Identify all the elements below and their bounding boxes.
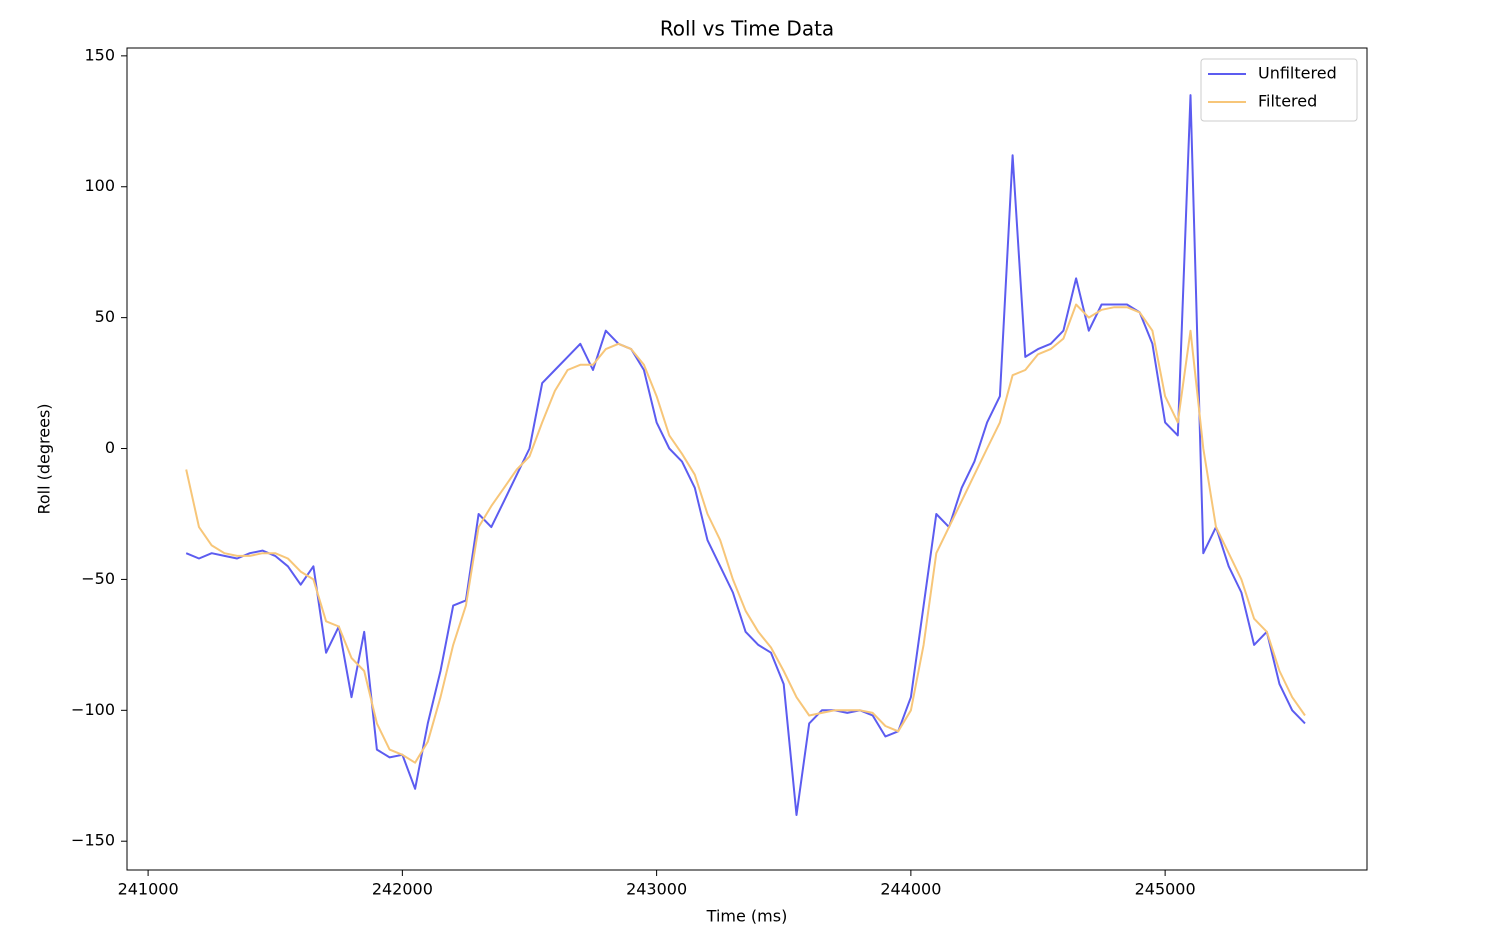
y-tick-label: −100 [71, 700, 115, 719]
x-tick-label: 243000 [626, 880, 687, 899]
x-tick-label: 245000 [1135, 880, 1196, 899]
x-axis-label: Time (ms) [706, 907, 788, 926]
legend-label: Filtered [1258, 92, 1317, 111]
chart-title: Roll vs Time Data [660, 17, 834, 41]
series-line [185, 94, 1306, 816]
x-tick-label: 244000 [880, 880, 941, 899]
y-tick-label: −50 [81, 569, 115, 588]
x-tick-label: 241000 [118, 880, 179, 899]
y-tick-label: 150 [84, 45, 115, 64]
y-tick-label: −150 [71, 831, 115, 850]
y-axis-label: Roll (degrees) [35, 403, 54, 514]
y-tick-label: 100 [84, 176, 115, 195]
plot-frame [126, 47, 1368, 871]
x-tick-label: 242000 [372, 880, 433, 899]
y-tick-label: 0 [105, 438, 115, 457]
series-line [185, 303, 1306, 764]
legend-label: Unfiltered [1258, 64, 1337, 83]
y-tick-label: 50 [95, 307, 115, 326]
